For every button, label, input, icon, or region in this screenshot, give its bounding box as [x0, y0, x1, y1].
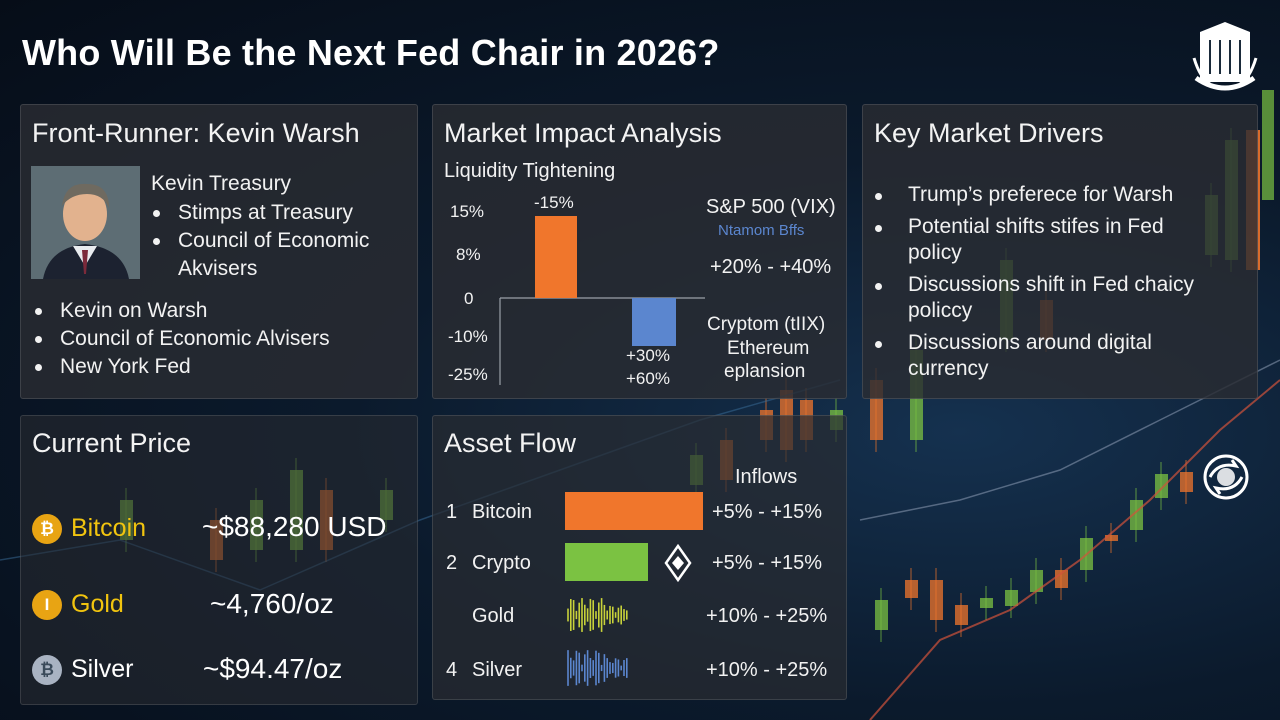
- ytick-label: 15%: [450, 202, 484, 221]
- inflows-header: Inflows: [735, 466, 798, 488]
- silver-flow-waveform: [567, 650, 628, 686]
- market-impact-title: Market Impact Analysis: [444, 118, 722, 148]
- portrait-photo: [31, 166, 140, 279]
- candle-body: [875, 600, 888, 630]
- candidate-list: Kevin on Warsh Council of Economic Alvis…: [32, 297, 402, 381]
- sp500-sub: Ntamom Bffs: [718, 222, 805, 239]
- chart-bar: [632, 298, 676, 346]
- current-price-panel: [20, 415, 418, 705]
- candidate-sub-list: Stimps at Treasury Council of Economic A…: [150, 199, 410, 283]
- current-price-title: Current Price: [32, 428, 192, 458]
- candle-body: [980, 598, 993, 608]
- flow-row-range: +10% - +25%: [706, 605, 828, 627]
- ytick-label: -10%: [448, 327, 488, 346]
- list-item: Discussions shift in Fed chaicy policcy: [872, 272, 1202, 324]
- flow-row-number: 2: [446, 552, 458, 574]
- list-item: New York Fed: [32, 353, 402, 381]
- market-impact-panel: [432, 104, 847, 399]
- candle-body: [905, 580, 918, 598]
- flow-row-range: +10% - +25%: [706, 659, 828, 681]
- candle-body: [930, 580, 943, 620]
- price-value-bitcoin: ~$88,280 USD: [202, 511, 387, 542]
- drivers-panel: [862, 104, 1258, 399]
- front-runner-title: Front-Runner: Kevin Warsh: [32, 118, 360, 148]
- data-label: +60%: [626, 369, 670, 388]
- drivers-title: Key Market Drivers: [874, 118, 1104, 148]
- price-label-silver: Silver: [71, 655, 134, 683]
- ytick-label: 0: [464, 289, 473, 308]
- crypto-line-3: eplansion: [724, 361, 806, 382]
- chart-bar: [535, 216, 577, 298]
- sp500-title: S&P 500 (VIX): [706, 196, 836, 218]
- candle-body: [1030, 570, 1043, 592]
- flow-row-range: +5% - +15%: [712, 501, 823, 523]
- price-value-gold: ~4,760/oz: [210, 588, 334, 619]
- flow-row-label: Silver: [472, 659, 523, 681]
- list-item: Kevin on Warsh: [32, 297, 402, 325]
- price-label-gold: Gold: [71, 590, 124, 618]
- list-item: Stimps at Treasury: [150, 199, 410, 227]
- price-label-bitcoin: Bitcoin: [71, 514, 147, 542]
- crypto-line-2: Ethereum: [727, 338, 810, 359]
- chart-title: Liquidity Tightening: [444, 160, 616, 182]
- gold-coin-icon: I: [32, 590, 62, 620]
- data-label: -15%: [534, 193, 574, 212]
- asset-flow-title: Asset Flow: [444, 428, 577, 458]
- list-item: Council of Economic Alvisers: [32, 325, 402, 353]
- ethereum-icon: [664, 544, 692, 582]
- globe-exchange-icon: [1203, 454, 1249, 500]
- sp500-range: +20% - +40%: [710, 256, 832, 278]
- flow-row-label: Gold: [472, 605, 515, 627]
- data-label: +30%: [626, 346, 670, 365]
- candle-body: [1105, 535, 1118, 541]
- flow-row-number: 4: [446, 659, 458, 681]
- impact-bar-chart: 15% 8% 0 -10% -25% -15% +30% +60%: [448, 193, 705, 388]
- list-item: Trump’s preferece for Warsh: [872, 182, 1232, 208]
- page-title: Who Will Be the Next Fed Chair in 2026?: [22, 32, 720, 73]
- ytick-label: -25%: [448, 365, 488, 384]
- bitcoin-coin-icon: ₿: [32, 514, 62, 544]
- flow-bar: [565, 543, 648, 581]
- candle-body: [1180, 472, 1193, 492]
- flow-row-label: Bitcoin: [472, 501, 533, 523]
- flow-row-label: Crypto: [472, 552, 531, 574]
- ytick-label: 8%: [456, 245, 481, 264]
- crypto-line-1: Cryptom (tIIX): [707, 314, 826, 335]
- drivers-list: Trump’s preferece for Warsh Potential sh…: [872, 182, 1232, 388]
- list-item: Council of Economic Akvisers: [150, 227, 410, 283]
- candidate-name: Kevin Treasury: [151, 172, 292, 195]
- candle-body: [955, 605, 968, 625]
- flow-row-range: +5% - +15%: [712, 552, 823, 574]
- list-item: Discussions around digital currency: [872, 330, 1172, 382]
- silver-coin-icon: ₿: [32, 655, 62, 685]
- gold-flow-waveform: [567, 598, 628, 632]
- price-value-silver: ~$94.47/oz: [203, 653, 343, 684]
- candle-body: [1005, 590, 1018, 606]
- flow-bar: [565, 492, 703, 530]
- flow-row-number: 1: [446, 501, 458, 523]
- list-item: Potential shifts stifes in Fed policy: [872, 214, 1202, 266]
- fed-seal-icon: [1192, 22, 1258, 91]
